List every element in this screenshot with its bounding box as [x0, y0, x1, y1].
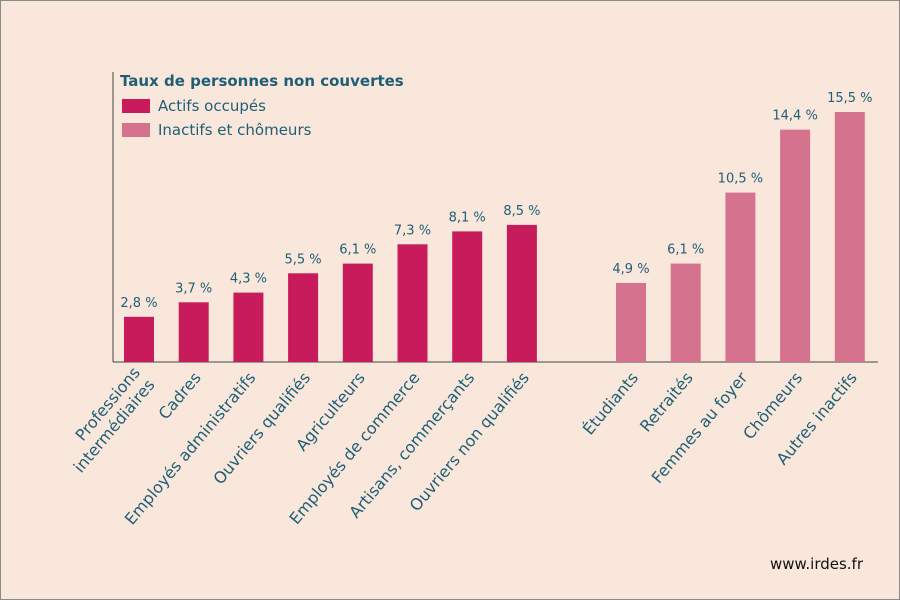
x-tick-label: Retraités	[636, 368, 697, 435]
x-tick-label: Cadres	[155, 368, 205, 423]
bar-value-label: 8,1 %	[449, 210, 486, 225]
x-tick-label-line: Étudiants	[579, 368, 642, 438]
bar-value-label: 6,1 %	[339, 243, 376, 258]
bar	[342, 263, 373, 362]
bar-value-label: 4,9 %	[612, 262, 649, 277]
source-text: www.irdes.fr	[770, 555, 864, 573]
legend-label-actifs: Actifs occupés	[158, 97, 266, 115]
bar	[506, 224, 537, 362]
bar-value-label: 15,5 %	[827, 91, 872, 106]
x-tick-label: Ouvriers qualifiés	[209, 368, 314, 488]
bar-value-label: 14,4 %	[772, 109, 817, 124]
bar-value-label: 7,3 %	[394, 223, 431, 238]
value-labels-group: 2,8 % 3,7 % 4,3 % 5,5 % 6,1 % 7,3 % 8,1 % 8,5 %…	[120, 91, 872, 311]
bars-group	[124, 112, 865, 362]
bar	[178, 302, 209, 362]
bar	[725, 192, 756, 362]
x-tick-label-line: Cadres	[155, 368, 205, 423]
bar-value-label: 2,8 %	[120, 296, 157, 311]
x-tick-label: Professionsintermédiaires	[55, 363, 158, 476]
bar-value-label: 3,7 %	[175, 281, 212, 296]
x-tick-label-line: Femmes au foyer	[648, 368, 752, 487]
bar	[452, 231, 483, 362]
legend-label-inactifs: Inactifs et chômeurs	[158, 121, 312, 139]
bar-value-label: 5,5 %	[285, 252, 322, 267]
bar	[834, 112, 865, 362]
x-tick-label-line: Ouvriers qualifiés	[209, 368, 314, 488]
x-tick-label: Femmes au foyer	[648, 368, 752, 487]
bar	[670, 263, 701, 362]
bar	[124, 316, 154, 362]
bar-value-label: 10,5 %	[718, 172, 763, 187]
bar	[233, 292, 264, 362]
legend-swatch-inactifs	[122, 123, 150, 137]
bar	[397, 244, 428, 362]
x-tick-label-line: Retraités	[636, 368, 697, 435]
bar	[288, 273, 319, 362]
bar-value-label: 8,5 %	[503, 204, 540, 219]
bar	[616, 283, 646, 362]
bar-value-label: 6,1 %	[667, 243, 704, 258]
legend-swatch-actifs	[122, 99, 150, 113]
bar-value-label: 4,3 %	[230, 272, 267, 287]
legend: Taux de personnes non couvertes Actifs o…	[120, 72, 404, 139]
legend-title: Taux de personnes non couvertes	[120, 72, 404, 90]
bar	[780, 129, 811, 362]
x-tick-labels-group: ProfessionsintermédiairesCadresEmployés …	[55, 363, 861, 528]
x-tick-label: Étudiants	[579, 368, 642, 438]
